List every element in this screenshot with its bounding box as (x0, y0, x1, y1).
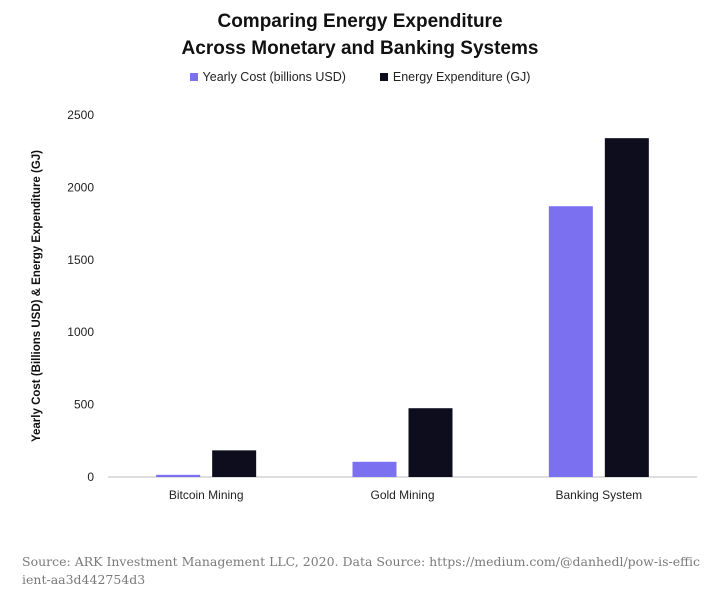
bar-energy-expenditure-bitcoin-mining (212, 450, 257, 477)
y-tick-label: 500 (74, 398, 94, 412)
y-tick-label: 2500 (67, 108, 94, 122)
x-tick-label: Bitcoin Mining (169, 488, 244, 502)
legend-swatch-yearly-cost (189, 73, 198, 81)
x-tick-label: Gold Mining (370, 488, 434, 502)
legend-item-yearly-cost: Yearly Cost (billions USD) (189, 70, 346, 84)
bar-energy-expenditure-gold-mining (408, 408, 453, 477)
y-tick-label: 1500 (67, 253, 94, 267)
legend-label-energy-expenditure: Energy Expenditure (GJ) (392, 70, 531, 84)
legend-item-energy-expenditure: Energy Expenditure (GJ) (379, 70, 531, 84)
y-tick-label: 1000 (67, 325, 94, 339)
source-note: Source: ARK Investment Management LLC, 2… (22, 554, 701, 587)
chart-title-line-2: Across Monetary and Banking Systems (181, 38, 539, 59)
bar-yearly-cost-bitcoin-mining (156, 474, 201, 477)
chart-title: Comparing Energy Expenditure Across Mone… (0, 8, 720, 62)
legend-label-yearly-cost: Yearly Cost (billions USD) (202, 70, 346, 84)
y-tick-label: 0 (87, 470, 94, 484)
legend-swatch-energy-expenditure (379, 73, 388, 81)
bar-yearly-cost-banking-system (548, 206, 593, 477)
y-axis-label: Yearly Cost (Billions USD) & Energy Expe… (31, 150, 43, 442)
legend: Yearly Cost (billions USD) Energy Expend… (0, 70, 720, 84)
bar-yearly-cost-gold-mining (352, 461, 397, 477)
bar-energy-expenditure-banking-system (604, 138, 649, 477)
bar-chart: 0 500 1000 1500 2000 2500 Yearly Cost (Billion… (31, 108, 697, 502)
y-tick-label: 2000 (67, 180, 94, 194)
x-tick-label: Banking System (555, 488, 642, 502)
chart-title-line-1: Comparing Energy Expenditure (217, 11, 503, 32)
